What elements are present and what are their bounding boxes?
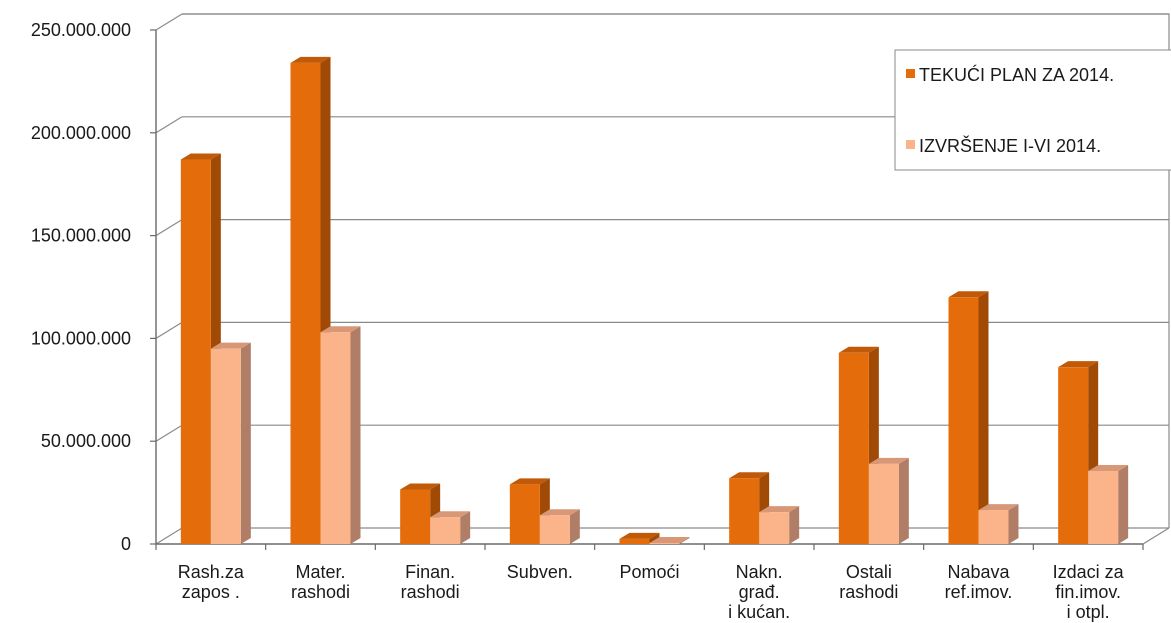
bar-side	[1008, 504, 1019, 544]
y-axis-labels: 0 50.000.000 100.000.000 150.000.000 200.000…	[31, 20, 131, 554]
bar-plan	[948, 291, 989, 544]
y-tick-label: 150.000.000	[31, 226, 131, 246]
bar-side	[569, 509, 580, 544]
bar-execution	[430, 511, 471, 544]
legend-swatch-plan	[906, 69, 915, 78]
legend-label-plan: TEKUĆI PLAN ZA 2014.	[919, 64, 1114, 85]
x-category-label: Nakn. građ. i kućan.	[728, 562, 790, 622]
bar-front	[320, 332, 351, 544]
bar-side	[898, 457, 909, 544]
x-category-label: Subven.	[507, 562, 573, 582]
bar-front	[430, 517, 461, 544]
bar-front	[948, 297, 979, 544]
gridline-side	[155, 321, 183, 339]
bar-side	[679, 536, 690, 544]
bar-top	[1088, 465, 1129, 472]
gridline-side	[155, 219, 183, 237]
bar-front	[290, 62, 321, 545]
x-category-label: Ostali rashodi	[839, 562, 898, 602]
bar-top	[539, 509, 580, 516]
bar-top	[210, 342, 251, 349]
x-category-label: Izdaci za fin.imov. i otpl.	[1053, 562, 1125, 622]
x-category-label: Pomoći	[619, 562, 679, 582]
x-category-label: Rash.za zapos .	[178, 562, 245, 602]
bar-top	[948, 291, 989, 298]
chart-bars	[180, 56, 1129, 545]
bar-top	[619, 532, 660, 539]
y-tick-label: 100.000.000	[31, 328, 131, 348]
bar-top	[838, 346, 879, 353]
bar-plan	[619, 532, 660, 544]
y-tick-label: 200.000.000	[31, 123, 131, 143]
bar-front	[210, 348, 241, 544]
bar-side	[460, 511, 471, 544]
gridline-side	[155, 424, 183, 442]
bar-execution	[759, 506, 800, 544]
y-tick-label: 250.000.000	[31, 20, 131, 40]
bar-front	[400, 489, 431, 544]
bar-front	[868, 463, 899, 544]
bar-plan	[400, 483, 441, 544]
bar-top	[400, 483, 441, 490]
gridline-side	[155, 116, 183, 134]
bar-front	[509, 484, 540, 544]
bar-top	[320, 326, 361, 333]
bar-execution	[649, 536, 690, 544]
x-axis-labels: Rash.za zapos . Mater. rashodi Finan. rashodi…	[178, 562, 1125, 622]
bar-side	[978, 291, 989, 544]
bar-execution	[868, 457, 909, 544]
bar-front	[619, 538, 650, 544]
bar-front	[838, 352, 869, 544]
bar-side	[350, 326, 361, 544]
bar-execution	[320, 326, 361, 544]
bar-side	[649, 532, 660, 544]
x-category-label: Nabava ref.imov.	[945, 562, 1013, 602]
bar-side	[789, 506, 800, 544]
x-category-label: Mater. rashodi	[291, 562, 350, 602]
legend-label-execution: IZVRŠENJE I-VI 2014.	[919, 135, 1101, 156]
bar-top	[430, 511, 471, 518]
bar-execution	[978, 504, 1019, 544]
bar-top	[649, 536, 690, 543]
chart-legend: TEKUĆI PLAN ZA 2014. IZVRŠENJE I-VI 2014…	[894, 49, 1171, 171]
bar-top	[180, 153, 221, 160]
bar-plan	[1058, 361, 1099, 544]
legend-swatch-execution	[906, 140, 915, 149]
bar-top	[868, 457, 909, 464]
bar-front	[1088, 471, 1119, 544]
x-category-label: Finan. rashodi	[401, 562, 460, 602]
bar-front	[539, 515, 570, 544]
bar-execution	[539, 509, 580, 544]
bar-top	[509, 478, 550, 485]
y-tick-label: 0	[121, 534, 131, 554]
gridline-side	[155, 13, 183, 31]
bar-front	[180, 159, 211, 544]
bar-front	[729, 478, 760, 544]
bar-execution	[210, 342, 251, 544]
y-tick-label: 50.000.000	[41, 431, 131, 451]
bar-front	[1058, 367, 1089, 544]
bar-front	[978, 510, 1009, 544]
bar-side	[240, 342, 251, 544]
bar-side	[1118, 465, 1129, 544]
bar-execution	[1088, 465, 1129, 544]
bar-top	[978, 504, 1019, 511]
bar-front	[759, 512, 790, 544]
bar-top	[729, 472, 770, 479]
floor-edge	[1142, 527, 1170, 545]
bar-front	[649, 542, 680, 544]
bar-top	[290, 56, 331, 63]
bar-top	[759, 506, 800, 513]
bar-top	[1058, 361, 1099, 368]
gridline-side	[155, 527, 183, 545]
legend-box	[894, 49, 1171, 171]
